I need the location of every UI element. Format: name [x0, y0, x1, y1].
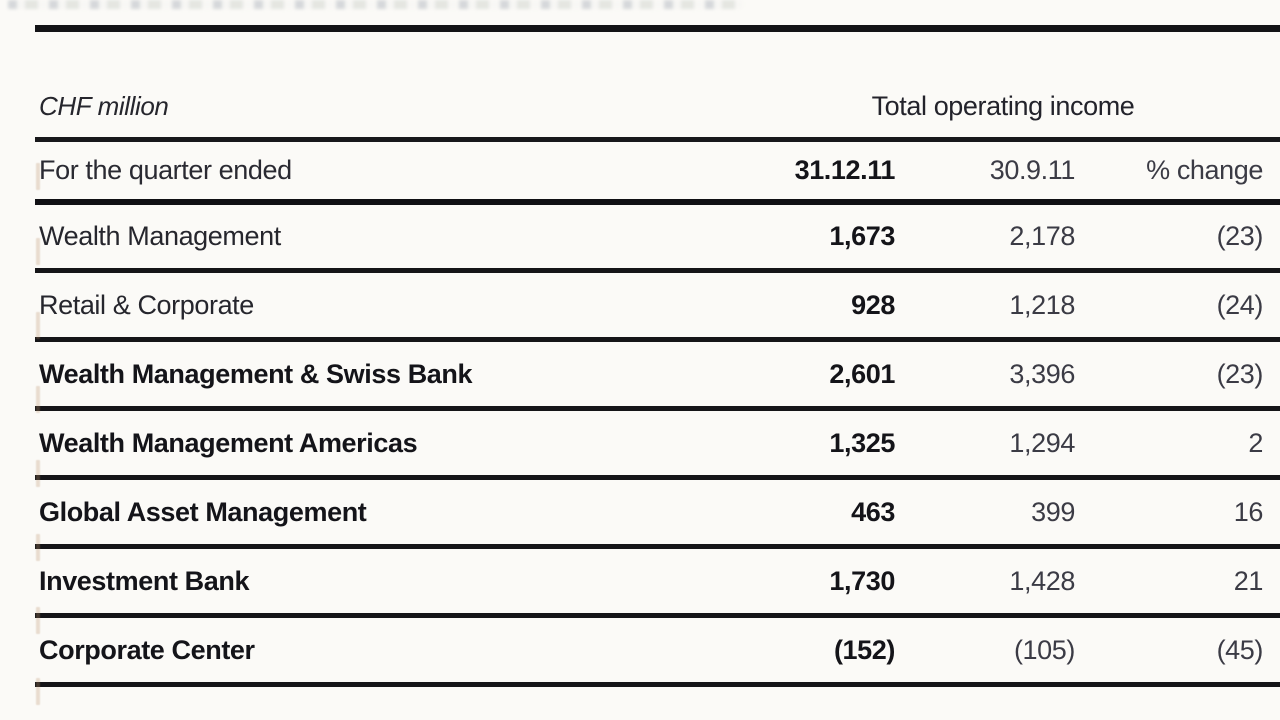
value-cell: (23) [1216, 358, 1264, 389]
value-cell: 3,396 [1009, 358, 1075, 389]
scan-artifact [36, 312, 40, 339]
table-row: Investment Bank 1,730 1,428 21 [35, 547, 1280, 616]
scan-artifact [36, 678, 40, 705]
scan-artifact [36, 534, 40, 561]
scan-artifact [36, 238, 40, 265]
column-header-prior-quarter: 30.9.11 [989, 154, 1076, 185]
value-cell: 928 [851, 289, 895, 320]
value-cell: 399 [1031, 496, 1075, 527]
column-header-current-quarter: 31.12.11 [794, 154, 896, 185]
row-label: Investment Bank [39, 565, 250, 596]
table-row: Wealth Management & Swiss Bank 2,601 3,3… [35, 340, 1280, 409]
period-header-row: For the quarter ended 31.12.11 30.9.11 %… [35, 140, 1280, 202]
scan-artifact [36, 607, 40, 634]
period-label: For the quarter ended [39, 154, 292, 185]
column-header-pct-change: % change [1146, 154, 1264, 185]
unit-header-row: CHF million Total operating income [35, 29, 1280, 140]
value-cell: 1,294 [1009, 427, 1075, 458]
scan-artifact [36, 163, 40, 190]
value-cell: 1,730 [829, 565, 895, 596]
value-cell: 2 [1248, 427, 1264, 458]
group-header: Total operating income [871, 91, 1135, 121]
value-cell: 463 [851, 496, 895, 527]
row-label: Wealth Management [39, 220, 281, 251]
scan-artifact [36, 460, 40, 487]
value-cell: 1,673 [829, 220, 895, 251]
value-cell: 21 [1233, 565, 1264, 596]
unit-label: CHF million [39, 91, 169, 121]
value-cell: 1,218 [1009, 289, 1075, 320]
table-row: Wealth Management 1,673 2,178 (23) [35, 202, 1280, 271]
scan-artifact [36, 386, 40, 413]
value-cell: 2,601 [829, 358, 895, 389]
operating-income-table: CHF million Total operating income For t… [35, 25, 1280, 687]
cropped-heading-remnant [8, 0, 743, 9]
value-cell: (23) [1216, 220, 1264, 251]
value-cell: (152) [833, 634, 895, 665]
value-cell: (105) [1013, 634, 1075, 665]
value-cell: (24) [1216, 289, 1264, 320]
value-cell: 16 [1233, 496, 1264, 527]
value-cell: 2,178 [1009, 220, 1075, 251]
table-row: Global Asset Management 463 399 16 [35, 478, 1280, 547]
table-row: Retail & Corporate 928 1,218 (24) [35, 271, 1280, 340]
value-cell: 1,325 [829, 427, 895, 458]
row-label: Wealth Management & Swiss Bank [39, 358, 473, 389]
row-label: Global Asset Management [39, 496, 367, 527]
row-label: Corporate Center [39, 634, 255, 665]
value-cell: 1,428 [1009, 565, 1075, 596]
row-label: Retail & Corporate [39, 289, 254, 320]
value-cell: (45) [1216, 634, 1264, 665]
table-row: Corporate Center (152) (105) (45) [35, 616, 1280, 685]
row-label: Wealth Management Americas [39, 427, 418, 458]
table-row: Wealth Management Americas 1,325 1,294 2 [35, 409, 1280, 478]
